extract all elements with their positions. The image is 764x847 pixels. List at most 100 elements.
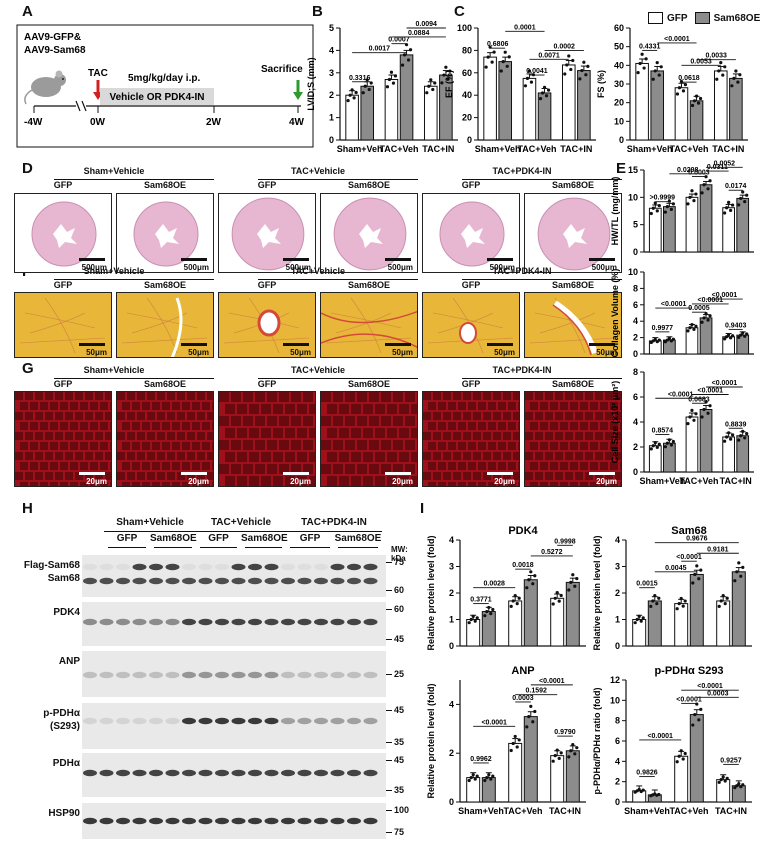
data-point [651,444,655,448]
data-point [653,69,657,73]
x-category-label: TAC+IN [422,144,454,154]
x-category-label: TAC+IN [549,806,581,816]
x-category-label: TAC+Veh [379,144,418,154]
data-point [706,318,710,322]
bar [674,87,689,141]
data-point [731,334,735,338]
data-point [741,429,745,433]
legend: GFP Sam68OE [648,12,760,24]
y-tick-label: 4 [615,535,620,545]
bar [713,70,728,141]
data-point [557,599,561,603]
bar [699,184,713,253]
y-tick-label: 60 [614,23,624,33]
data-point [582,60,586,64]
histology-image-g: 20μm [14,391,112,487]
data-point [509,604,513,608]
data-point [515,602,519,606]
panel-letter-b: B [312,3,323,20]
data-point [529,704,533,708]
data-point [671,337,675,341]
sacrifice-label: Sacrifice [261,64,303,75]
mw-label: 45 [394,705,405,715]
y-tick-label: 12 [610,675,620,685]
timeline-frame [16,24,314,148]
p-value-label: 0.6806 [487,41,509,48]
data-point [663,210,667,214]
p-value-label: 0.0033 [706,53,728,60]
data-point [702,183,706,187]
scale-bar [385,258,411,261]
data-point [559,593,563,598]
heart-section-icon [439,201,505,267]
x-category-label: TAC+Veh [679,476,718,486]
data-point [489,612,493,616]
y-tick-label: 10 [628,192,638,202]
data-point [431,87,435,92]
scale-bar [181,343,207,346]
data-point [444,65,448,69]
p-value-label: 0.0041 [526,68,548,75]
p-value-label: 0.0683 [688,396,710,403]
p-value-label: 0.0002 [554,43,576,50]
data-point [638,61,642,66]
chart-title: Sam68 [671,525,706,537]
y-tick-label: 0 [615,797,620,807]
scale-bar-label: 50μm [392,348,413,357]
y-tick-label: 4 [615,756,620,766]
data-point [690,323,694,327]
mw-label: 100 [394,805,410,815]
data-point [694,94,699,98]
y-axis-label: FS (%) [596,70,606,98]
histology-subgroup-label: GFP [461,180,481,190]
data-point [425,91,429,95]
data-point [485,609,489,614]
data-point [723,779,727,783]
x-category-label: TAC+IN [720,476,752,486]
data-point [511,741,515,746]
blot-group-title: Sham+Vehicle [116,517,184,528]
wga-stain-image [15,392,111,486]
p-value-label: <0.0001 [647,733,673,740]
scale-bar-label: 20μm [290,477,311,486]
histology-subgroup-label: GFP [257,379,277,389]
histology-image-f: 50μm [320,292,418,358]
data-point [686,422,690,426]
heart-section-icon [231,197,305,271]
data-point [743,436,747,440]
data-point [573,752,577,756]
data-point [501,60,505,64]
data-point [529,80,534,84]
y-tick-label: 0 [329,135,334,145]
data-point [567,54,571,58]
scale-bar [385,343,411,346]
scale-bar-label: 500μm [183,263,209,272]
mw-tick [386,710,392,711]
data-point [567,588,571,592]
data-point [735,784,739,788]
data-point [352,96,356,100]
y-tick-label: 3 [329,68,334,78]
data-point [400,63,405,67]
p-value-label: 0.9790 [554,729,576,736]
p-value-label: 0.9403 [725,322,747,329]
p-value-label: 0.9676 [686,536,708,543]
histology-subgroup-label: Sam68OE [551,280,595,290]
histology-image-f: 50μm [422,292,520,358]
chart-title: p-PDHα S293 [654,665,723,677]
mw-tick [386,590,392,591]
data-point [691,581,695,585]
data-point [727,431,731,435]
data-point [733,579,737,583]
data-point [365,78,369,82]
y-tick-label: 8 [633,367,638,377]
panel-letter-e: E [616,160,627,177]
group-underline [286,531,382,532]
data-point [517,738,521,742]
data-point [575,576,579,581]
data-point [491,607,495,612]
y-tick-label: 10 [614,116,624,126]
mw-tick [386,609,392,610]
